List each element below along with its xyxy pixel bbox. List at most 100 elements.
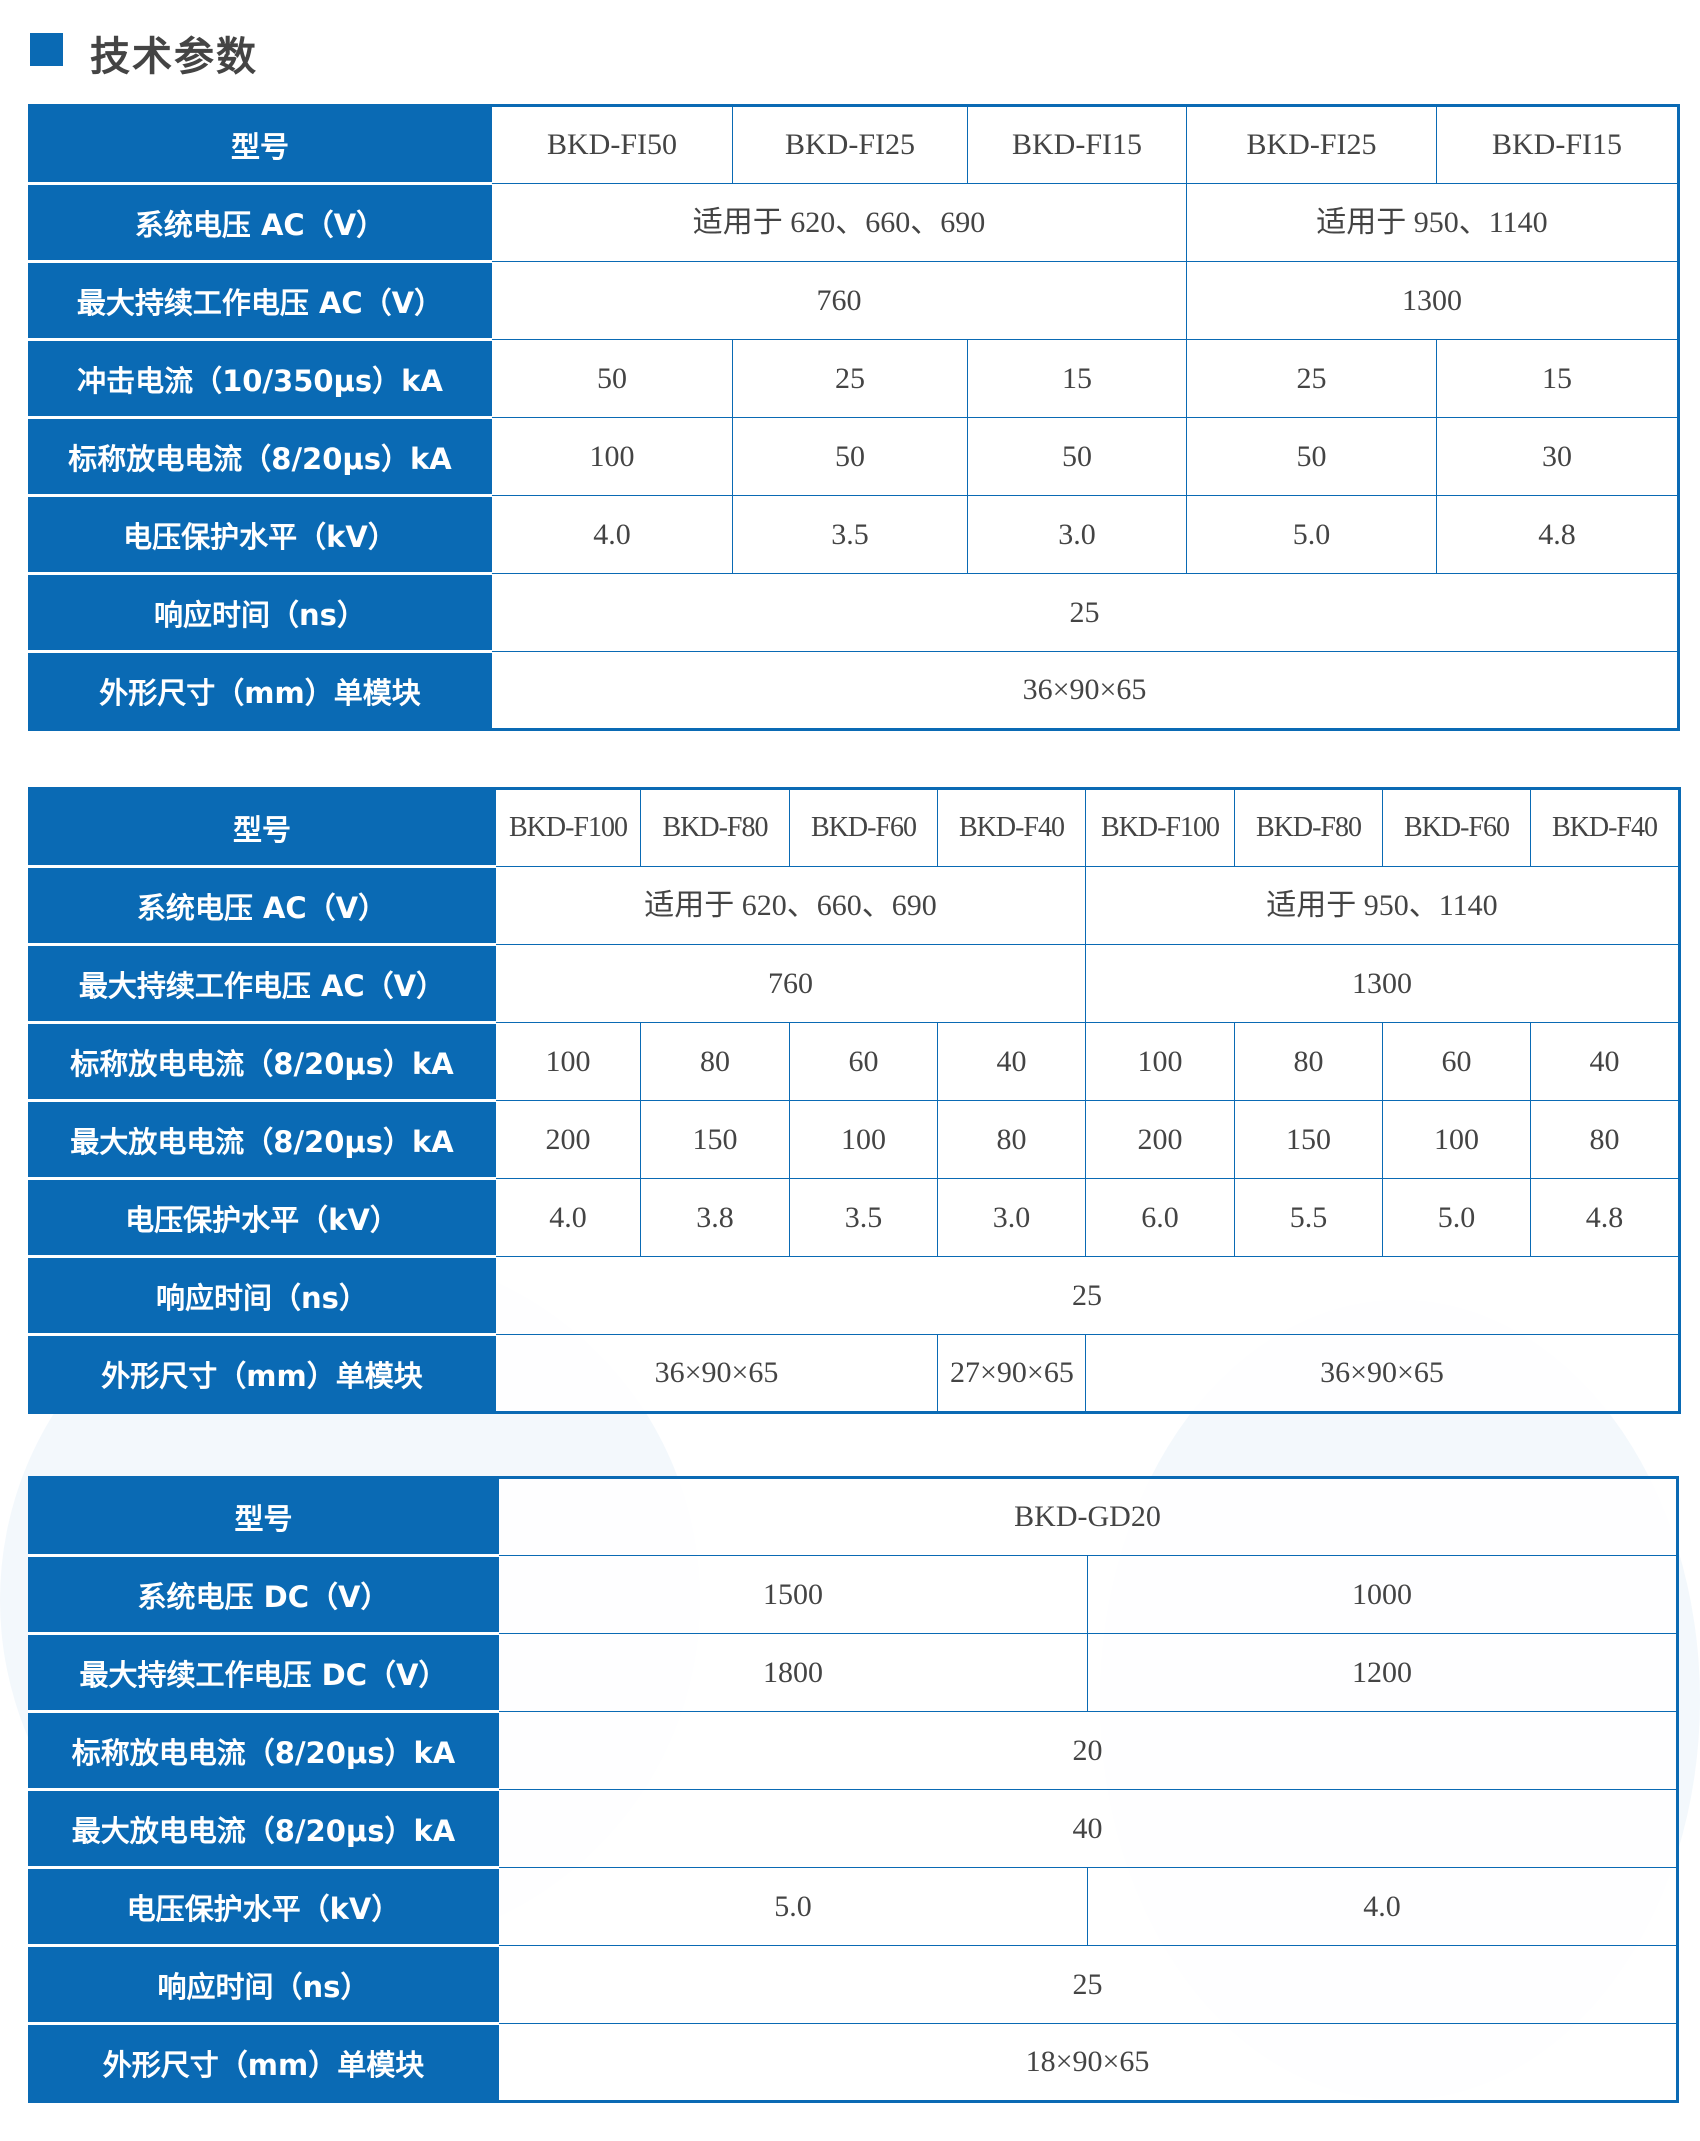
table-row: 响应时间（ns） 25	[29, 573, 1679, 653]
table-cell: 100	[490, 417, 733, 496]
table-row: 最大持续工作电压 AC（V） 760 1300	[29, 944, 1680, 1024]
table-cell: 150	[640, 1100, 790, 1179]
table-cell: 80	[1234, 1022, 1383, 1101]
table-cell: BKD-FI25	[732, 105, 968, 184]
table-cell: 15	[1436, 339, 1679, 418]
table-row: 最大放电电流（8/20μs）kA 200 150 100 80 200 150 100 80	[29, 1100, 1680, 1180]
table-cell: 25	[490, 573, 1679, 652]
table-cell: 100	[789, 1100, 938, 1179]
table-row: 型号 BKD-F100 BKD-F80 BKD-F60 BKD-F40 BKD-F100 B…	[29, 788, 1680, 868]
row-label: 响应时间（ns）	[29, 1256, 496, 1336]
row-label: 电压保护水平（kV）	[29, 495, 492, 575]
table-cell: BKD-F80	[640, 788, 790, 867]
table-cell: BKD-FI50	[490, 105, 733, 184]
table-cell: 760	[490, 261, 1187, 340]
table-cell: BKD-FI25	[1186, 105, 1437, 184]
table-cell: 50	[490, 339, 733, 418]
table-cell: 1300	[1085, 944, 1680, 1023]
table-cell: 4.0	[1086, 1867, 1679, 1946]
table-cell: 60	[789, 1022, 938, 1101]
table-cell: 适用于 950、1140	[1085, 866, 1680, 945]
table-cell: 适用于 950、1140	[1186, 183, 1679, 262]
table-cell: 适用于 620、660、690	[494, 866, 1086, 945]
table-cell: 50	[732, 417, 968, 496]
table-cell: 100	[1085, 1022, 1235, 1101]
row-label: 响应时间（ns）	[29, 573, 492, 653]
table-cell: 200	[1085, 1100, 1235, 1179]
row-label: 最大持续工作电压 DC（V）	[29, 1633, 499, 1713]
table-cell: 1500	[497, 1555, 1088, 1634]
table-cell: 3.0	[937, 1178, 1086, 1257]
spec-table-1: 型号 BKD-FI50 BKD-FI25 BKD-FI15 BKD-FI25 BKD-FI…	[28, 104, 1680, 731]
table-row: 响应时间（ns） 25	[29, 1945, 1679, 2025]
table-cell: 15	[967, 339, 1187, 418]
table-cell: 1800	[497, 1633, 1088, 1712]
table-cell: BKD-F40	[1530, 788, 1680, 867]
row-label: 外形尺寸（mm）单模块	[29, 1334, 496, 1413]
table-cell: 30	[1436, 417, 1679, 496]
table-cell: 80	[937, 1100, 1086, 1179]
table-row: 外形尺寸（mm）单模块 36×90×65	[29, 651, 1679, 730]
row-label: 型号	[29, 1477, 499, 1557]
row-label: 标称放电电流（8/20μs）kA	[29, 1711, 499, 1791]
table-cell: 25	[494, 1256, 1680, 1335]
table-row: 系统电压 DC（V） 1500 1000	[29, 1555, 1679, 1635]
table-cell: 3.5	[789, 1178, 938, 1257]
table-row: 电压保护水平（kV） 5.0 4.0	[29, 1867, 1679, 1947]
table-cell: 4.0	[494, 1178, 641, 1257]
table-cell: 100	[1382, 1100, 1531, 1179]
section-marker-icon	[30, 33, 63, 66]
table-cell: 1200	[1086, 1633, 1679, 1712]
table-row: 型号 BKD-FI50 BKD-FI25 BKD-FI15 BKD-FI25 BKD-FI…	[29, 105, 1679, 185]
table-cell: 200	[494, 1100, 641, 1179]
table-cell: BKD-F40	[937, 788, 1086, 867]
table-cell: BKD-F100	[494, 788, 641, 867]
row-label: 最大持续工作电压 AC（V）	[29, 944, 496, 1024]
table-cell: 20	[496, 1711, 1679, 1790]
table-cell: 3.0	[967, 495, 1187, 574]
table-cell: 1300	[1186, 261, 1679, 340]
row-label: 响应时间（ns）	[29, 1945, 499, 2025]
row-label: 型号	[29, 788, 496, 868]
table-row: 型号 BKD-GD20	[29, 1477, 1679, 1557]
table-cell: 50	[967, 417, 1187, 496]
table-cell: 36×90×65	[1085, 1334, 1680, 1413]
table-cell: BKD-F60	[789, 788, 938, 867]
table-cell: BKD-GD20	[496, 1477, 1679, 1556]
row-label: 最大放电电流（8/20μs）kA	[29, 1789, 499, 1869]
table-cell: 18×90×65	[496, 2023, 1679, 2102]
row-label: 最大放电电流（8/20μs）kA	[29, 1100, 496, 1180]
table-cell: 40	[937, 1022, 1086, 1101]
table-cell: 适用于 620、660、690	[490, 183, 1187, 262]
table-cell: 36×90×65	[494, 1334, 938, 1413]
row-label: 系统电压 AC（V）	[29, 183, 492, 263]
table-cell: BKD-FI15	[1436, 105, 1679, 184]
table-cell: 5.0	[1186, 495, 1437, 574]
table-cell: 25	[1186, 339, 1437, 418]
row-label: 标称放电电流（8/20μs）kA	[29, 417, 492, 497]
table-cell: 4.0	[490, 495, 733, 574]
table-cell: 80	[1530, 1100, 1680, 1179]
section-title: 技术参数	[90, 34, 258, 80]
row-label: 系统电压 AC（V）	[29, 866, 496, 946]
table-cell: 25	[496, 1945, 1679, 2024]
table-row: 最大持续工作电压 DC（V） 1800 1200	[29, 1633, 1679, 1713]
table-row: 最大持续工作电压 AC（V） 760 1300	[29, 261, 1679, 341]
row-label: 最大持续工作电压 AC（V）	[29, 261, 492, 341]
table-cell: 5.5	[1234, 1178, 1383, 1257]
row-label: 型号	[29, 105, 492, 185]
table-cell: 3.5	[732, 495, 968, 574]
table-row: 系统电压 AC（V） 适用于 620、660、690 适用于 950、1140	[29, 183, 1679, 263]
table-cell: 6.0	[1085, 1178, 1235, 1257]
table-cell: 27×90×65	[937, 1334, 1086, 1413]
table-cell: 80	[640, 1022, 790, 1101]
table-row: 标称放电电流（8/20μs）kA 100 50 50 50 30	[29, 417, 1679, 497]
table-row: 响应时间（ns） 25	[29, 1256, 1680, 1336]
spec-table-3: 型号 BKD-GD20 系统电压 DC（V） 1500 1000 最大持续工作电压 DC（…	[28, 1476, 1680, 2103]
row-label: 外形尺寸（mm）单模块	[29, 2023, 499, 2102]
row-label: 电压保护水平（kV）	[29, 1178, 496, 1258]
table-row: 标称放电电流（8/20μs）kA 100 80 60 40 100 80 60 40	[29, 1022, 1680, 1102]
table-cell: 40	[496, 1789, 1679, 1868]
table-row: 标称放电电流（8/20μs）kA 20	[29, 1711, 1679, 1791]
table-cell: BKD-F100	[1085, 788, 1235, 867]
